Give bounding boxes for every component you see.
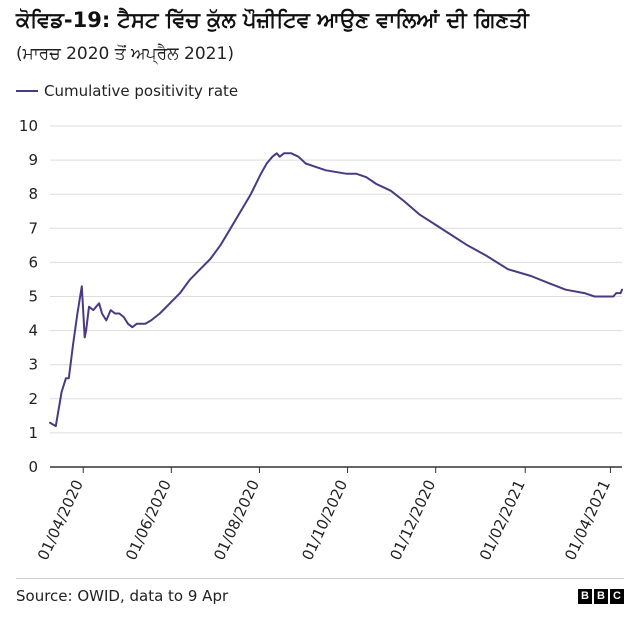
- data-point: [143, 321, 148, 326]
- data-point: [130, 325, 135, 330]
- data-point: [75, 311, 80, 316]
- data-point: [449, 233, 454, 238]
- x-tick-label: 01/02/2021: [476, 477, 529, 563]
- x-tick-label: 01/12/2020: [386, 477, 439, 563]
- x-tick-label: 01/04/2020: [34, 477, 87, 563]
- data-point: [592, 294, 597, 299]
- data-point: [546, 280, 551, 285]
- y-tick-label: 10: [19, 117, 38, 135]
- bbc-logo-block: C: [610, 589, 624, 604]
- data-point: [270, 154, 275, 159]
- data-point: [344, 171, 349, 176]
- x-tick-label: 01/06/2020: [122, 477, 175, 563]
- bbc-logo-block: B: [594, 589, 608, 604]
- data-point: [505, 267, 510, 272]
- data-point: [139, 321, 144, 326]
- legend-label: Cumulative positivity rate: [44, 82, 239, 100]
- data-point: [277, 154, 282, 159]
- source-note: Source: OWID, data to 9 Apr: [16, 587, 229, 605]
- data-point: [157, 311, 162, 316]
- data-point: [388, 188, 393, 193]
- data-point: [563, 287, 568, 292]
- data-point: [149, 318, 154, 323]
- y-tick-label: 9: [28, 151, 38, 169]
- data-point: [218, 243, 223, 248]
- data-point: [484, 253, 489, 258]
- y-tick-label: 8: [28, 185, 38, 203]
- chart-subtitle: (ਮਾਰਚ 2020 ਤੋਂ ਅਪ੍ਰੈਲ 2021): [16, 44, 234, 64]
- data-point: [282, 151, 287, 156]
- bbc-logo-block: B: [578, 589, 592, 604]
- data-point: [323, 168, 328, 173]
- y-tick-label: 5: [28, 288, 38, 306]
- data-point: [614, 291, 619, 296]
- y-tick-label: 4: [28, 322, 38, 340]
- data-point: [59, 390, 64, 395]
- data-point: [188, 277, 193, 282]
- y-tick-label: 6: [28, 253, 38, 271]
- data-point: [113, 311, 118, 316]
- y-tick-label: 3: [28, 356, 38, 374]
- data-point: [303, 161, 308, 166]
- series-line: [49, 152, 623, 428]
- x-tick-label: 01/10/2020: [298, 477, 351, 563]
- data-point: [97, 301, 102, 306]
- data-point: [264, 161, 269, 166]
- data-point: [228, 226, 233, 231]
- y-tick-label: 7: [28, 219, 38, 237]
- data-point: [417, 212, 422, 217]
- data-point: [433, 222, 438, 227]
- data-point: [374, 182, 379, 187]
- y-tick-label: 2: [28, 390, 38, 408]
- data-point: [364, 175, 369, 180]
- data-point: [178, 291, 183, 296]
- data-point: [87, 304, 92, 309]
- legend-swatch: [16, 90, 38, 92]
- data-point: [208, 257, 213, 262]
- data-point: [238, 209, 243, 214]
- data-point: [602, 294, 607, 299]
- y-tick-label: 1: [28, 424, 38, 442]
- bbc-logo: B B C: [578, 589, 624, 604]
- data-point: [313, 164, 318, 169]
- data-point: [121, 315, 126, 320]
- data-point: [79, 284, 84, 289]
- data-point: [354, 171, 359, 176]
- data-point: [108, 308, 113, 313]
- data-point: [296, 154, 301, 159]
- data-point: [198, 267, 203, 272]
- data-point: [71, 342, 76, 347]
- data-point: [167, 301, 172, 306]
- y-tick-label: 0: [28, 458, 38, 476]
- data-point: [582, 291, 587, 296]
- data-point: [248, 192, 253, 197]
- chart-title: ਕੋਵਿਡ-19: ਟੈਸਟ ਵਿੱਚ ਕੁੱਲ ਪੌਜ਼ੀਟਿਵ ਆਉਣ ਵਾ…: [16, 8, 529, 32]
- data-point: [82, 335, 87, 340]
- data-point: [126, 321, 131, 326]
- data-point: [401, 199, 406, 204]
- data-point: [465, 243, 470, 248]
- data-point: [48, 420, 53, 425]
- legend: Cumulative positivity rate: [16, 82, 238, 100]
- data-point: [529, 274, 534, 279]
- data-point: [117, 311, 122, 316]
- data-point: [104, 318, 109, 323]
- data-point: [620, 287, 625, 292]
- data-point: [53, 424, 58, 429]
- data-point: [100, 311, 105, 316]
- footer-divider: [16, 578, 624, 579]
- data-point: [289, 151, 294, 156]
- data-point: [66, 376, 71, 381]
- x-tick-label: 01/08/2020: [210, 477, 263, 563]
- data-point: [84, 328, 89, 333]
- data-point: [258, 171, 263, 176]
- data-point: [134, 321, 139, 326]
- x-tick-label: 01/04/2021: [561, 477, 614, 563]
